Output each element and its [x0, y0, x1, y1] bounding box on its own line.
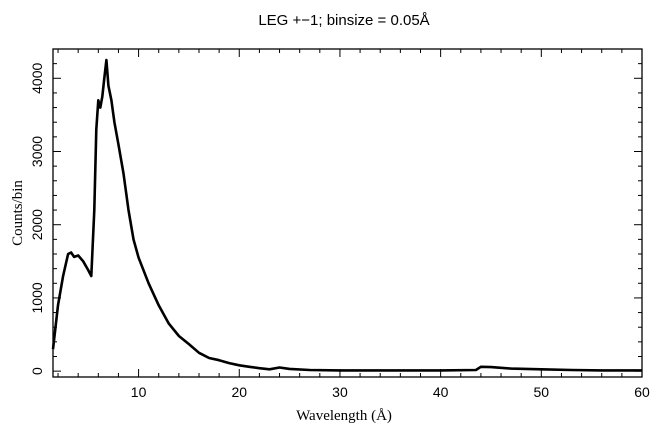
plot-frame [52, 48, 643, 378]
y-tick-label: 1000 [29, 282, 45, 313]
x-tick-label: 30 [332, 384, 348, 400]
x-tick-label: 10 [131, 384, 147, 400]
y-tick-label: 0 [29, 367, 45, 375]
x-tick-label: 40 [433, 384, 449, 400]
y-tick-label: 3000 [29, 136, 45, 167]
chart-title: LEG +−1; binsize = 0.05Å [258, 12, 429, 29]
y-tick-label: 2000 [29, 209, 45, 240]
x-tick-label: 20 [231, 384, 247, 400]
x-tick-label: 60 [634, 384, 650, 400]
y-axis-label: Counts/bin [10, 180, 26, 246]
y-tick-label: 4000 [29, 63, 45, 94]
x-tick-label: 50 [534, 384, 550, 400]
spectrum-line [51, 58, 642, 372]
x-axis-label: Wavelength (Å) [296, 408, 392, 424]
series-marks [51, 58, 642, 372]
axis-ticks: 10 20 30 40 50 60 0 1000 2000 3000 4000 [29, 49, 650, 400]
